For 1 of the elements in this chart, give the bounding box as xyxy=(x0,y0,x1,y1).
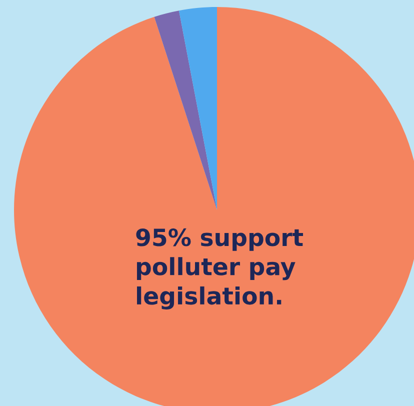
text: 95% support polluter pay legislation. xyxy=(136,228,304,310)
